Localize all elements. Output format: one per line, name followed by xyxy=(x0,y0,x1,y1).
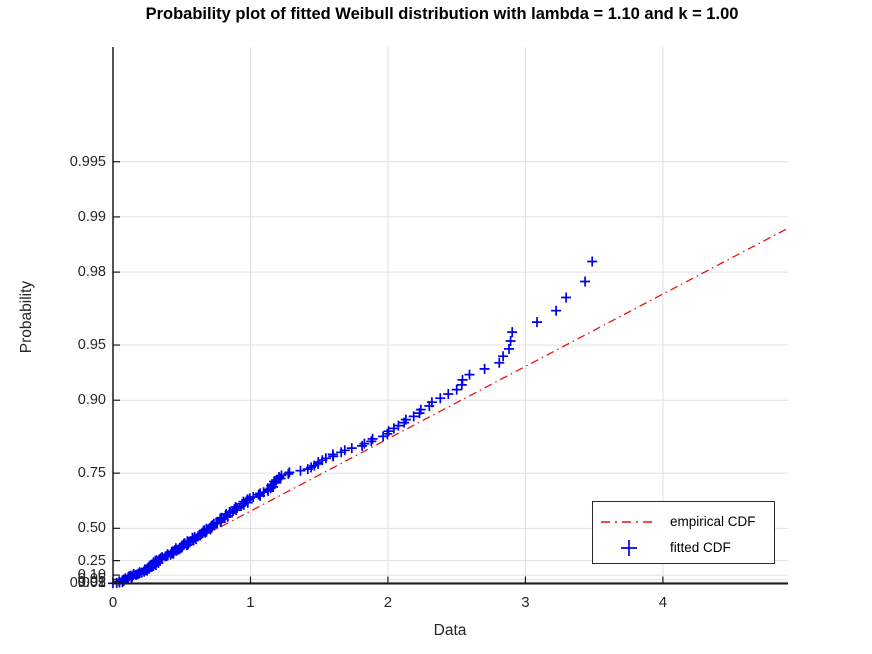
y-tick-label: 0.50 xyxy=(77,520,106,537)
fitted-cdf-points xyxy=(108,256,598,589)
y-tick-label: 0.99 xyxy=(77,208,106,225)
y-tick-label: 0.75 xyxy=(77,465,106,482)
x-tick-label: 3 xyxy=(521,594,530,611)
empirical-cdf-line xyxy=(112,227,789,585)
legend-entry-empirical-cdf: empirical CDF xyxy=(593,508,756,535)
legend-entry-fitted-cdf: fitted CDF xyxy=(593,534,731,561)
axis-layer xyxy=(112,47,788,585)
legend-label-empirical-cdf: empirical CDF xyxy=(670,514,756,529)
y-tick-label: 0.02 xyxy=(77,573,106,590)
plus-marker-icon xyxy=(593,534,661,561)
legend: empirical CDF fitted CDF xyxy=(592,501,775,564)
y-tick-label: 0.95 xyxy=(77,337,106,354)
legend-label-fitted-cdf: fitted CDF xyxy=(670,540,731,555)
x-tick-label: 4 xyxy=(658,594,668,611)
y-tick-label: 0.10 xyxy=(77,567,106,584)
dash-dot-line-icon xyxy=(593,508,661,535)
y-tick-label: 0.90 xyxy=(77,392,106,409)
chart-title: Probability plot of fitted Weibull distr… xyxy=(145,5,739,23)
y-tick-label: 0.005 xyxy=(69,575,106,592)
y-tick-label: 0.01 xyxy=(77,574,106,591)
y-tick-label: 0.05 xyxy=(77,571,106,588)
x-tick-label: 2 xyxy=(383,594,393,611)
x-axis-label: Data xyxy=(433,622,467,639)
y-tick-label: 0.995 xyxy=(69,153,106,170)
x-tick-label: 1 xyxy=(246,594,255,611)
y-tick-label: 0.25 xyxy=(77,552,106,569)
y-tick-label: 0.98 xyxy=(77,264,106,281)
x-tick-label: 0 xyxy=(108,594,118,611)
